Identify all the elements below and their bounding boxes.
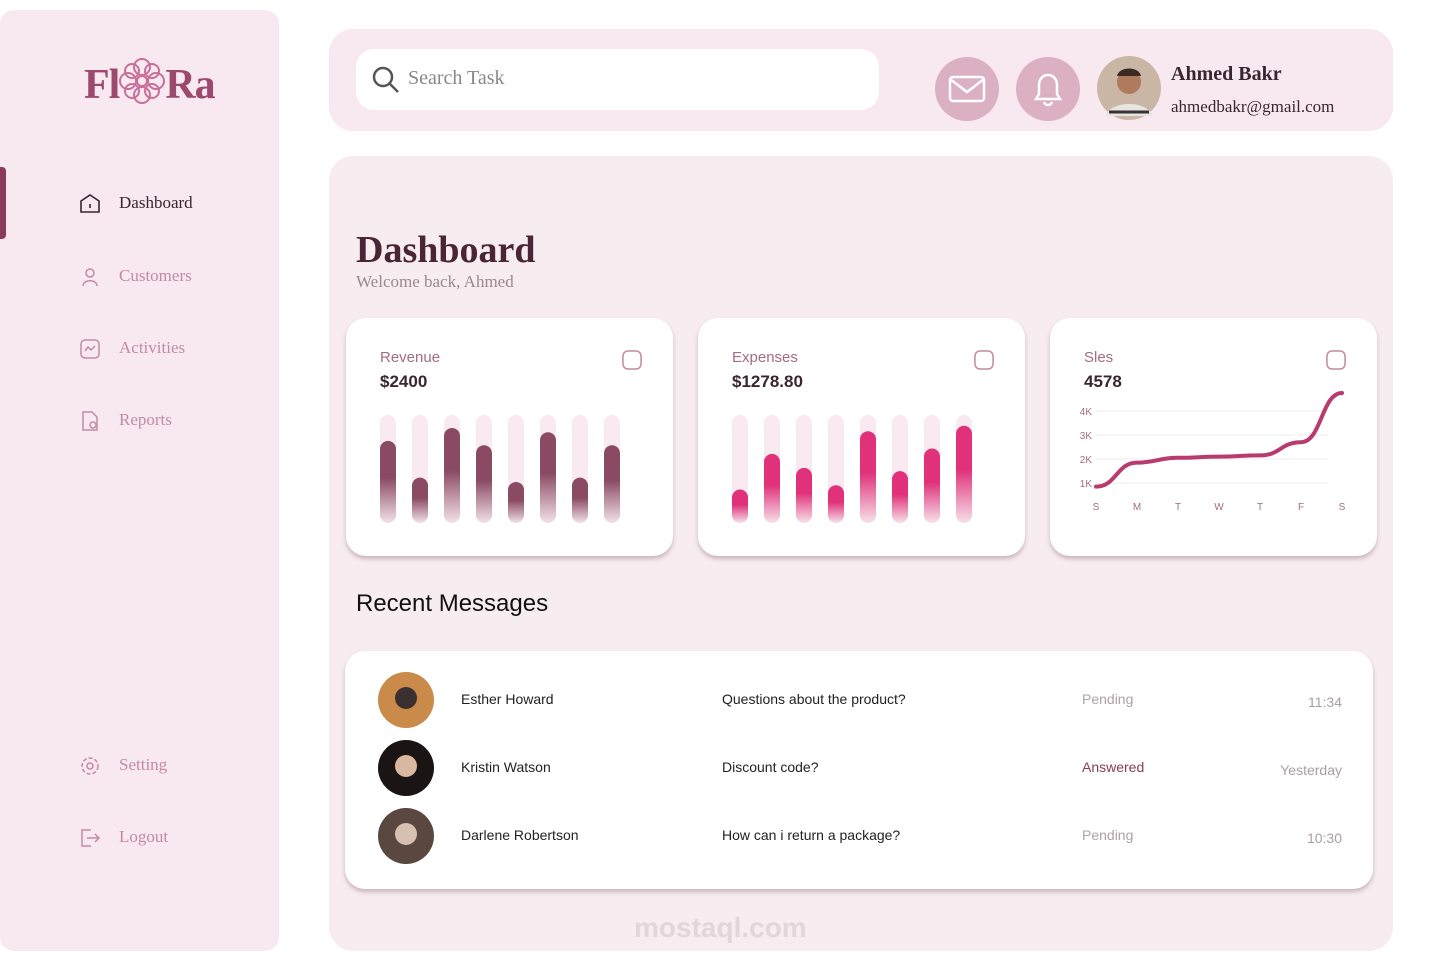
message-time: 11:34 — [1308, 694, 1342, 710]
search-placeholder: Search Task — [408, 67, 505, 89]
card-chart — [380, 415, 620, 523]
card-icon — [622, 350, 642, 370]
bar — [924, 448, 940, 523]
y-tick-label: 4K — [1080, 407, 1093, 418]
sidebar — [0, 10, 279, 951]
user-name: Ahmed Bakr — [1171, 63, 1282, 85]
nav-item[interactable]: Logout — [119, 827, 169, 846]
x-tick-label: T — [1257, 502, 1263, 513]
x-tick-label: S — [1339, 502, 1346, 513]
card-title: Sles — [1084, 349, 1114, 366]
y-tick-label: 3K — [1080, 431, 1093, 442]
card-title: Revenue — [380, 349, 441, 366]
nav-item[interactable]: Setting — [119, 755, 168, 774]
nav-item[interactable]: Customers — [119, 266, 192, 285]
card-value: $1278.80 — [732, 372, 803, 391]
message-status: Pending — [1082, 827, 1134, 843]
nav-item[interactable]: Reports — [119, 410, 172, 429]
bar — [604, 445, 620, 523]
bar — [796, 467, 812, 523]
message-time: 10:30 — [1306, 830, 1342, 846]
x-tick-label: S — [1093, 502, 1100, 513]
bar — [892, 471, 908, 523]
card-icon — [974, 350, 994, 370]
watermark: mostaql.com — [634, 912, 807, 943]
search-box[interactable] — [356, 49, 879, 110]
user-avatar — [1097, 56, 1161, 120]
home-icon — [80, 194, 100, 213]
stat-card — [1050, 318, 1377, 556]
user-icon — [82, 268, 98, 287]
card-icon — [1326, 350, 1346, 370]
bar — [412, 477, 428, 523]
icon-shape — [974, 350, 994, 370]
sender-name: Esther Howard — [461, 691, 554, 707]
message-subject: How can i return a package? — [722, 827, 901, 843]
icon-shape — [1326, 350, 1346, 370]
logout-icon — [81, 829, 101, 847]
y-tick-label: 2K — [1080, 455, 1093, 466]
card-value: $2400 — [380, 372, 428, 391]
report-icon — [82, 411, 98, 431]
x-tick-label: W — [1214, 502, 1224, 513]
page-title: Dashboard — [356, 229, 536, 271]
bar — [732, 489, 748, 523]
card-chart — [732, 415, 972, 523]
x-tick-label: T — [1175, 502, 1181, 513]
sender-name: Kristin Watson — [461, 759, 551, 775]
section-title: Recent Messages — [356, 590, 549, 617]
logo-part: Fl — [84, 62, 120, 108]
card-value: 4578 — [1084, 372, 1122, 391]
bar — [444, 427, 460, 523]
bar — [380, 440, 396, 523]
y-tick-label: 1K — [1080, 479, 1093, 490]
card-title: Expenses — [732, 349, 798, 366]
avatar — [378, 740, 434, 796]
logo-part: Ra — [165, 62, 215, 108]
messages-card — [345, 651, 1373, 889]
avatar — [378, 672, 434, 728]
message-status: Answered — [1082, 759, 1145, 775]
message-status: Pending — [1082, 691, 1134, 707]
bar — [764, 453, 780, 523]
page-subtitle: Welcome back, Ahmed — [356, 272, 514, 291]
bell-button[interactable] — [1015, 56, 1081, 122]
nav-item[interactable]: Activities — [119, 338, 186, 357]
x-tick-label: F — [1298, 502, 1304, 513]
avatar-face — [395, 687, 417, 709]
bar — [828, 485, 844, 523]
avatar-face — [395, 823, 417, 845]
card-chart: 1K 2K 3K 4K S M T W T F S — [1080, 391, 1346, 513]
bar — [508, 481, 524, 523]
bar — [476, 445, 492, 523]
line — [1094, 391, 1344, 489]
bar — [956, 425, 972, 523]
activity-icon — [80, 339, 100, 359]
message-subject: Discount code? — [722, 759, 819, 775]
search-icon — [372, 66, 399, 93]
user-email: ahmedbakr@gmail.com — [1171, 97, 1335, 116]
logo: Fl Ra — [84, 58, 216, 109]
bar — [572, 477, 588, 523]
avatar-face — [395, 755, 417, 777]
sender-name: Darlene Robertson — [461, 827, 579, 843]
message-subject: Questions about the product? — [722, 691, 906, 707]
active-indicator — [0, 167, 6, 239]
nav-item[interactable]: Dashboard — [119, 193, 193, 212]
x-tick-label: M — [1133, 502, 1141, 513]
setting-icon — [81, 757, 99, 775]
mail-button[interactable] — [934, 56, 1000, 122]
avatar — [378, 808, 434, 864]
bar — [540, 432, 556, 523]
logo-flower — [119, 58, 166, 104]
bar — [860, 431, 876, 523]
message-time: Yesterday — [1280, 762, 1342, 778]
icon-shape — [622, 350, 642, 370]
